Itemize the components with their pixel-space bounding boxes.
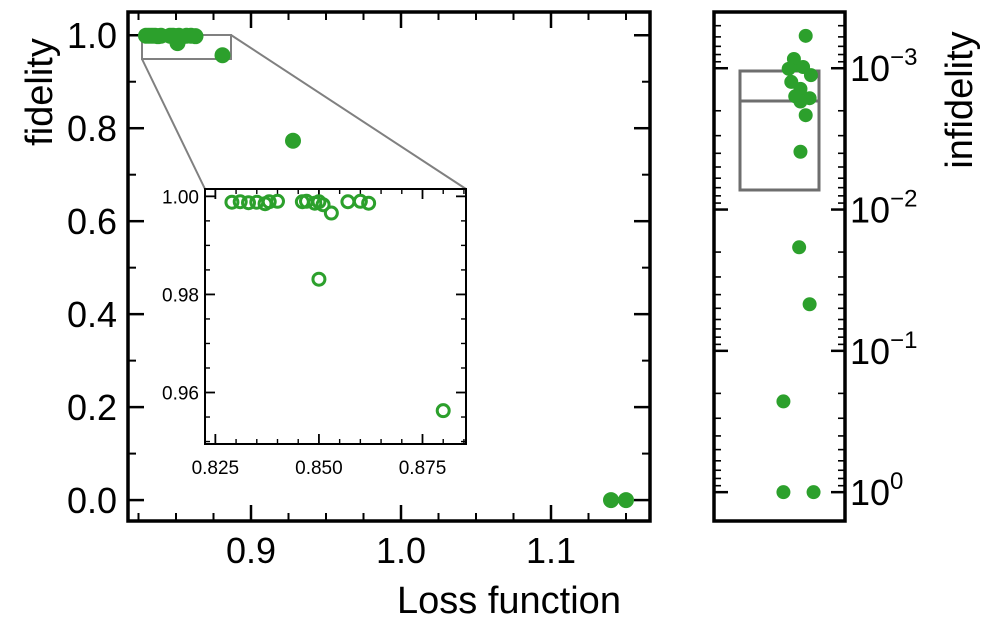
zoom-connector-left [141,58,206,190]
inset-data-point [311,271,327,287]
infidelity-data-point [802,297,817,312]
inset-data-point [435,403,451,419]
infidelity-data-point [798,108,813,123]
right-y-tick-label: 10−2 [850,186,917,231]
main-data-point [214,47,231,64]
main-x-tick-label: 0.9 [226,530,276,571]
infidelity-data-point [792,240,807,255]
main-y-ticks: 0.0 0.2 0.4 0.6 0.8 1.0 [67,15,650,521]
main-y-axis-label: fidelity [19,38,61,146]
main-x-ticks: 0.9 1.0 1.1 [137,12,627,571]
main-data-points [138,27,634,509]
infidelity-data-point [781,61,796,76]
right-y-ticks: 10−3 10−2 10−1 100 [714,11,917,513]
inset-y-tick-label: 0.96 [162,384,199,405]
main-plot-frame [126,10,652,523]
main-y-tick-label: 0.0 [67,480,117,521]
right-y-tick-label: 100 [850,468,903,513]
inset-y-tick-label: 1.00 [162,187,199,208]
inset-y-ticks: 0.96 0.98 1.00 [162,187,466,443]
main-data-point [603,492,619,509]
inset-data-points [224,193,451,419]
infidelity-data-point [776,394,791,409]
inset-plot-frame [204,188,467,445]
inset-data-point [224,194,240,210]
main-x-tick-label: 1.0 [376,530,426,571]
inset-y-tick-label: 0.98 [162,285,199,306]
inset-x-tick-label: 0.825 [192,458,240,479]
inset-x-tick-label: 0.850 [295,458,343,479]
inset-zoom-panel: 0.96 0.98 1.00 0.825 0.850 0.875 [162,187,467,479]
main-data-point [285,132,301,149]
main-scatter-panel: 0.0 0.2 0.4 0.6 0.8 1.0 0.9 1.0 1.1 fidelity Lo… [19,10,652,622]
infidelity-data-point [803,68,818,83]
infidelity-data-point [793,144,808,159]
inset-x-tick-label: 0.875 [399,458,447,479]
main-y-tick-label: 0.2 [67,387,117,428]
right-y-axis-label: infidelity [939,31,981,168]
inset-data-point [270,193,285,209]
box-plot-iqr [738,69,821,192]
infidelity-data-points [776,28,821,500]
main-data-point [618,492,634,509]
main-y-tick-label: 0.4 [67,294,117,335]
main-x-axis-label: Loss function [397,580,621,622]
inset-data-point [361,195,377,211]
infidelity-data-point [793,94,808,109]
infidelity-panel: 10−3 10−2 10−1 100 infidelity [712,10,981,523]
main-y-tick-label: 0.8 [67,108,117,149]
infidelity-data-point [806,485,821,500]
main-x-tick-label: 1.1 [526,530,576,571]
right-y-tick-label: 10−3 [850,44,917,89]
inset-data-point [352,193,368,209]
inset-data-point [261,194,277,210]
inset-data-point [315,197,331,213]
right-y-tick-label: 10−1 [850,327,917,372]
inset-data-point [241,195,256,211]
main-y-tick-label: 1.0 [67,15,117,56]
main-y-tick-label: 0.6 [67,201,117,242]
infidelity-data-point [776,485,791,500]
right-plot-frame [712,10,847,523]
inset-data-point [323,205,339,221]
zoom-connector-right [230,34,467,190]
inset-data-point [232,194,248,210]
inset-x-ticks: 0.825 0.850 0.875 [192,189,465,479]
infidelity-data-point [798,28,813,43]
main-data-point [187,28,204,45]
